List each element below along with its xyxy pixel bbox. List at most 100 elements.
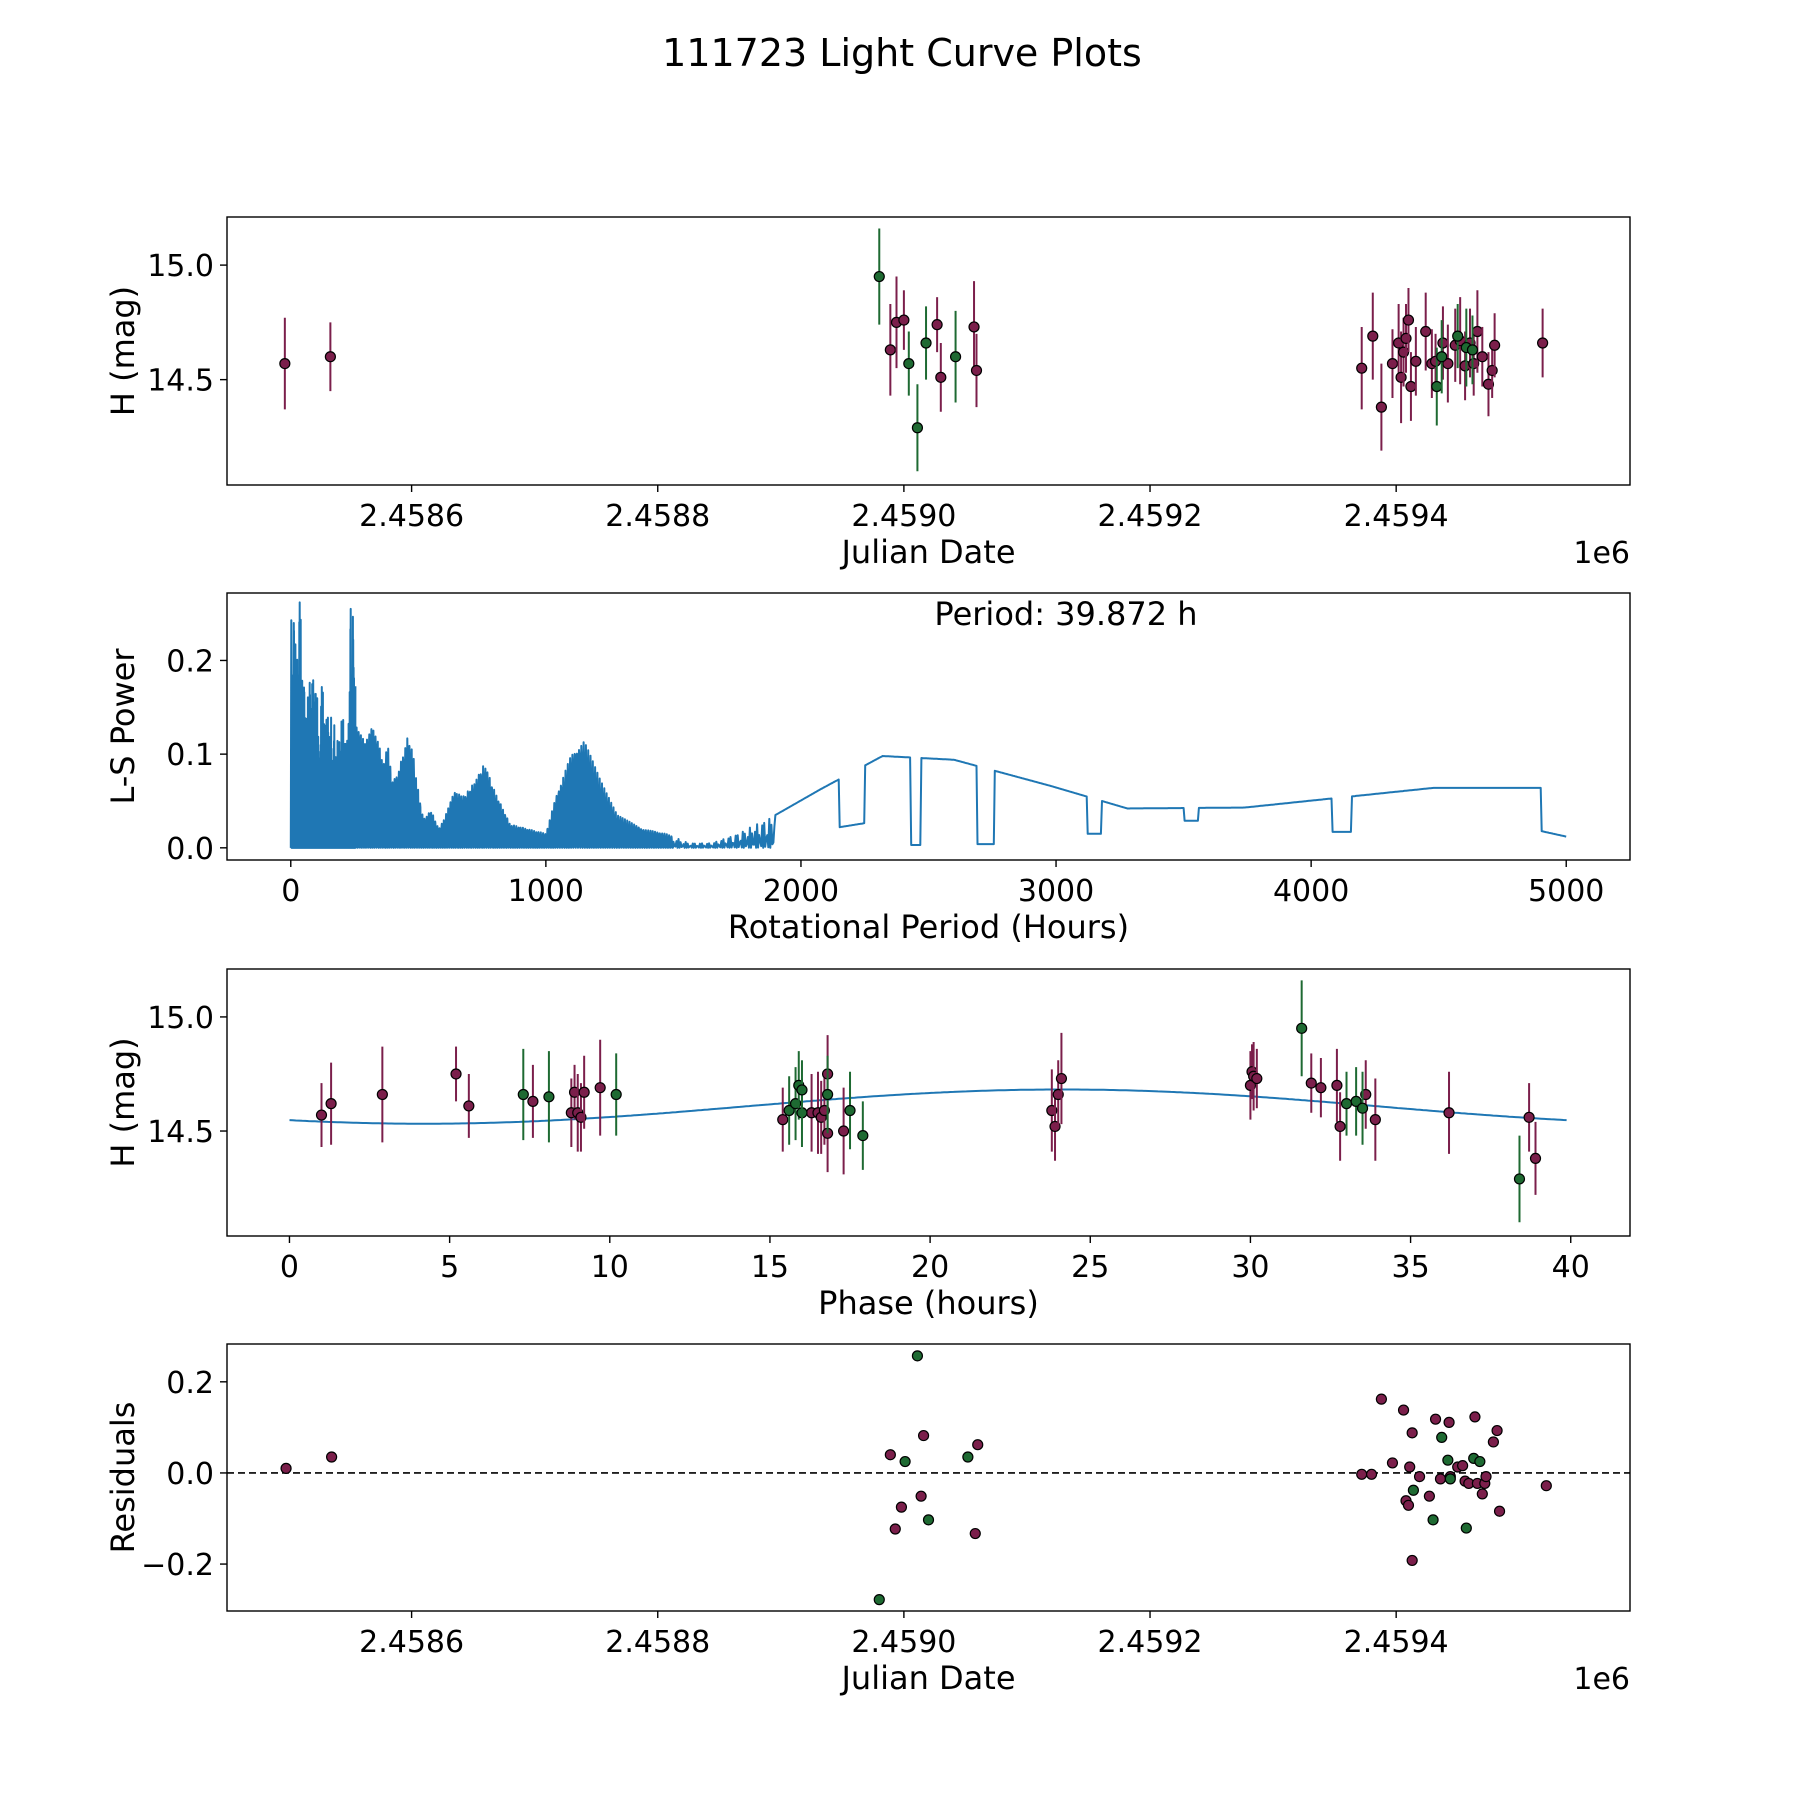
y-axis-label: L-S Power [104,648,142,805]
data-point [279,357,291,370]
x-tick-label: 2.4590 [851,1625,956,1660]
data-point [1055,1072,1068,1085]
data-point [1386,1457,1399,1469]
x-offset-label: 1e6 [1573,536,1630,571]
data-point [1331,1079,1343,1091]
y-tick-label: 0.0 [166,832,214,867]
data-point [1431,380,1443,393]
data-point [1404,1461,1416,1473]
data-point [1460,1522,1472,1534]
x-tick-label: 3000 [1018,874,1094,909]
data-point [1443,1416,1455,1428]
x-tick-label: 2000 [763,874,839,909]
period-annotation: Period: 39.872 h [934,595,1197,633]
data-point [1340,1098,1353,1110]
x-offset-label: 1e6 [1573,1662,1630,1697]
y-axis-label: H (mag) [104,1037,142,1167]
series-green [517,980,1526,1223]
data-point [326,1451,338,1463]
data-point [783,1104,795,1117]
data-point [931,319,943,331]
data-point [1482,378,1495,390]
x-tick-label: 0 [281,874,300,909]
data-point [1540,1480,1552,1492]
data-point [777,1114,789,1126]
data-point [1410,355,1422,367]
x-axis-label: Julian Date [839,533,1015,571]
data-point [1334,1120,1346,1133]
data-point [1406,1554,1418,1567]
data-point [1466,344,1479,356]
data-point [898,314,910,326]
plot-frame [226,592,1631,861]
x-tick-label: 2.4586 [359,1625,464,1660]
x-tick-label: 2.4588 [605,1625,710,1660]
data-point [1367,330,1379,342]
data-point [949,351,962,363]
data-point [1537,337,1549,349]
data-point [543,1091,555,1103]
data-point [450,1068,462,1080]
data-point [821,1088,834,1101]
data-point [1427,1514,1439,1526]
x-tick-label: 30 [1231,1250,1269,1285]
data-point [1356,1468,1368,1480]
data-point [884,1449,896,1461]
data-point [1442,357,1454,370]
data-point [1395,371,1407,383]
data-point [1365,1468,1378,1480]
data-point [1436,1431,1448,1444]
data-point [1305,1077,1317,1089]
x-tick-label: 2.4590 [851,499,956,534]
data-point [1489,339,1501,351]
data-point [889,1523,901,1535]
data-point [911,1350,924,1362]
x-axis-label: Julian Date [839,1659,1015,1697]
data-point [844,1104,856,1117]
data-point [1442,1454,1454,1466]
data-point [1397,346,1410,358]
data-point [1487,1436,1499,1448]
data-point [1476,351,1488,363]
data-point [911,422,924,434]
data-point [1315,1082,1327,1094]
data-point [1486,364,1498,377]
x-tick-label: 20 [911,1250,949,1285]
data-point [1452,330,1464,342]
data-point [1429,1413,1442,1425]
data-point [857,1129,869,1142]
data-point [903,357,915,370]
data-point [895,1501,908,1513]
light-curve-panel: 2.4586 2.4588 2.4590 2.4592 2.4594 14.5 15.0 Ju… [104,216,1631,571]
y-tick-label: 15.0 [147,1001,214,1036]
y-tick-label: 0.0 [166,1457,214,1492]
y-tick-label: −0.2 [141,1548,214,1583]
x-tick-label: 1000 [508,874,584,909]
data-point [1529,1152,1542,1165]
data-point [899,1455,911,1468]
data-point [884,344,896,356]
x-tick-label: 2.4594 [1344,499,1449,534]
data-point [1443,1107,1455,1119]
y-tick-label: 14.5 [147,1115,214,1150]
data-point [1468,357,1480,370]
data-point [1402,1499,1415,1511]
data-point [280,1462,292,1474]
series-magenta [279,276,1549,451]
data-point [1480,1470,1492,1483]
data-point [1397,1404,1410,1416]
y-tick-label: 0.2 [166,644,214,679]
periodogram-line [289,601,1567,849]
series-green [873,228,1479,472]
data-point [578,1086,590,1098]
data-point [1369,1114,1381,1126]
series-green [873,1350,1486,1606]
data-point [325,1098,337,1110]
plot-frame [226,968,1631,1237]
data-point [1405,380,1417,393]
data-point [873,270,885,283]
data-point [1491,1424,1503,1437]
data-point [1356,362,1368,374]
data-point [1471,325,1483,338]
